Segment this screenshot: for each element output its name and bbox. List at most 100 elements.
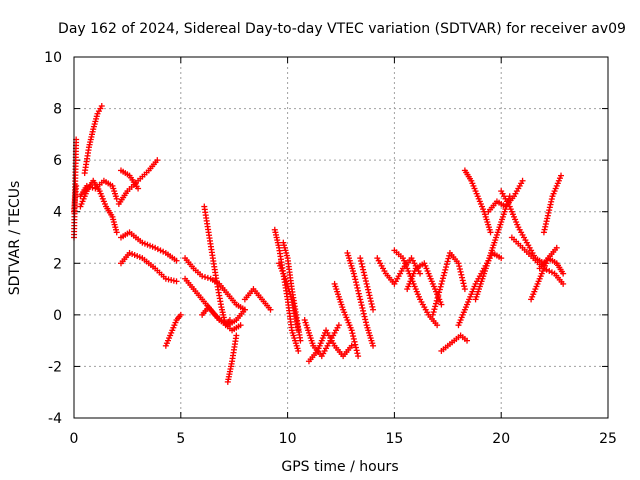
x-tick-label: 25 xyxy=(599,431,617,447)
data-point xyxy=(558,172,565,179)
data-point xyxy=(358,302,365,309)
data-point xyxy=(152,244,159,251)
data-point xyxy=(464,337,471,344)
data-point xyxy=(548,269,555,276)
data-point xyxy=(441,269,448,276)
data-point xyxy=(361,313,368,320)
data-point xyxy=(86,183,93,190)
data-point xyxy=(177,311,184,318)
data-point xyxy=(434,322,441,329)
data-point xyxy=(362,275,369,282)
data-point xyxy=(442,266,449,273)
data-point xyxy=(545,209,552,216)
data-point xyxy=(297,337,304,344)
data-point xyxy=(173,257,180,264)
data-point xyxy=(436,286,443,293)
data-point xyxy=(354,350,361,357)
x-tick-label: 10 xyxy=(279,431,297,447)
data-point xyxy=(459,274,466,281)
data-point xyxy=(432,303,439,310)
data-point xyxy=(358,260,365,267)
data-point xyxy=(543,218,550,225)
y-axis-label: SDTVAR / TECUs xyxy=(7,181,23,296)
data-point xyxy=(356,293,363,300)
data-point xyxy=(113,195,120,202)
data-point xyxy=(548,196,555,203)
data-point xyxy=(357,296,364,303)
data-point xyxy=(544,212,551,219)
data-point xyxy=(455,260,462,267)
data-point xyxy=(363,280,370,287)
data-point xyxy=(355,290,362,297)
data-point xyxy=(351,273,358,280)
data-point xyxy=(435,292,442,299)
data-point xyxy=(351,338,358,345)
data-point xyxy=(352,276,359,283)
data-point xyxy=(456,266,463,273)
data-point xyxy=(547,201,554,208)
data-series xyxy=(71,102,567,385)
data-point xyxy=(560,270,567,277)
data-point xyxy=(368,300,375,307)
data-point xyxy=(439,275,446,282)
data-point xyxy=(267,306,274,313)
y-tick-label: 8 xyxy=(53,102,62,118)
data-point xyxy=(362,278,369,285)
data-point xyxy=(352,279,359,286)
data-point xyxy=(295,347,302,354)
data-point xyxy=(432,300,439,307)
data-point xyxy=(519,177,526,184)
data-point xyxy=(460,280,467,287)
data-point xyxy=(434,294,441,301)
data-point xyxy=(157,247,164,254)
data-point xyxy=(352,341,359,348)
data-point xyxy=(357,255,364,262)
x-axis-label: GPS time / hours xyxy=(281,459,398,475)
data-point xyxy=(369,303,376,310)
data-point xyxy=(445,255,452,262)
data-point xyxy=(370,342,377,349)
data-point xyxy=(461,283,468,290)
data-point xyxy=(546,204,553,211)
data-point xyxy=(438,301,445,308)
data-point xyxy=(154,246,161,253)
data-point xyxy=(355,287,362,294)
data-point xyxy=(542,221,549,228)
data-point xyxy=(354,284,361,291)
y-tick-label: 4 xyxy=(53,205,62,221)
data-point xyxy=(202,274,209,281)
data-point xyxy=(544,215,551,222)
data-point xyxy=(353,347,360,354)
data-point xyxy=(437,283,444,290)
data-point xyxy=(154,157,161,164)
data-point xyxy=(540,229,547,236)
data-point xyxy=(456,263,463,270)
data-point xyxy=(350,333,357,340)
data-point xyxy=(135,185,142,192)
data-point xyxy=(365,286,372,293)
data-point xyxy=(431,306,438,313)
data-point xyxy=(370,306,377,313)
data-point xyxy=(443,261,450,268)
data-point xyxy=(360,266,367,273)
y-tick-label: 6 xyxy=(53,153,62,169)
data-point xyxy=(461,286,468,293)
x-tick-label: 0 xyxy=(70,431,79,447)
data-point xyxy=(348,342,355,349)
data-point xyxy=(458,271,465,278)
data-point xyxy=(438,280,445,287)
data-point xyxy=(361,272,368,279)
data-point xyxy=(226,317,233,324)
data-point xyxy=(560,280,567,287)
data-point xyxy=(440,272,447,279)
data-point xyxy=(360,269,367,276)
axis-ticks: 0 5 10 15 20 25 -4 -2 0 2 4 6 8 10 xyxy=(44,50,617,447)
data-point xyxy=(352,344,359,351)
data-point xyxy=(355,353,362,360)
data-point xyxy=(160,248,167,255)
data-point xyxy=(348,327,355,334)
y-tick-label: 2 xyxy=(53,256,62,272)
data-point xyxy=(349,330,356,337)
data-point xyxy=(350,335,357,342)
